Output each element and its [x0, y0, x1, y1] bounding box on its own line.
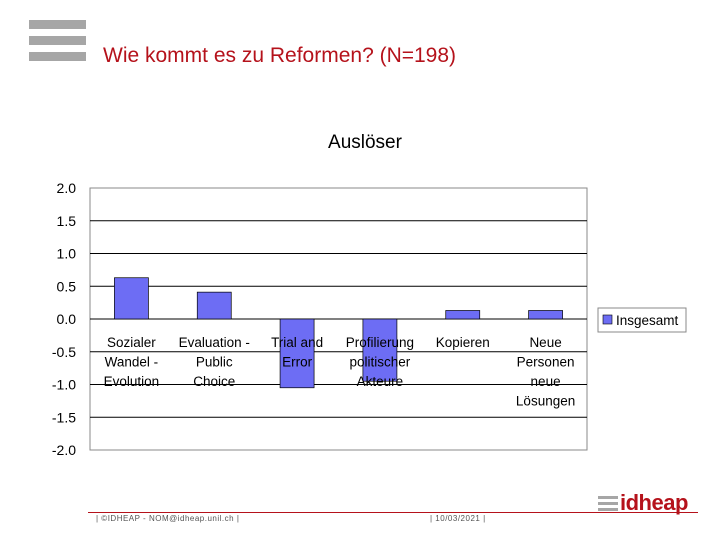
y-tick-label: 2.0	[57, 180, 77, 196]
x-tick-label: Evaluation -Public Choice	[179, 335, 250, 389]
y-tick-label: -1.0	[52, 377, 76, 393]
y-tick-label: -0.5	[52, 344, 76, 360]
legend-label: Insgesamt	[616, 313, 679, 328]
y-tick-label: 1.0	[57, 246, 77, 262]
bar	[528, 310, 563, 320]
y-tick-label: 0.0	[57, 311, 77, 327]
y-tick-label: -2.0	[52, 442, 76, 458]
chart-title: Auslöser	[328, 132, 402, 153]
legend-swatch	[602, 314, 613, 325]
footer-divider	[88, 512, 698, 513]
bar	[196, 291, 232, 320]
slide-title: Wie kommt es zu Reformen? (N=198)	[103, 44, 457, 67]
y-tick-label: 1.5	[57, 213, 77, 229]
legend-box	[597, 307, 687, 333]
x-tick-label: Profilierung politischer Akteure	[346, 335, 414, 389]
bar	[279, 318, 315, 389]
x-tick-label: Neue Personen neue Lösungen	[516, 335, 575, 409]
y-tick-label: -1.5	[52, 409, 76, 425]
x-tick-label: Kopieren	[436, 335, 490, 350]
bar	[445, 310, 481, 320]
brand-bars-icon	[29, 20, 86, 68]
footer-date: | 10/03/2021 |	[430, 514, 486, 523]
bar	[362, 318, 398, 382]
y-tick-label: 0.5	[57, 278, 77, 294]
x-tick-label: Sozialer Wandel -Evolution	[104, 335, 160, 389]
bar	[114, 277, 149, 320]
x-tick-label: Trial and Error	[271, 335, 323, 370]
idheap-logo-text: idheap	[620, 490, 688, 515]
footer-contact: | ©IDHEAP - NOM@idheap.unil.ch |	[96, 514, 240, 523]
